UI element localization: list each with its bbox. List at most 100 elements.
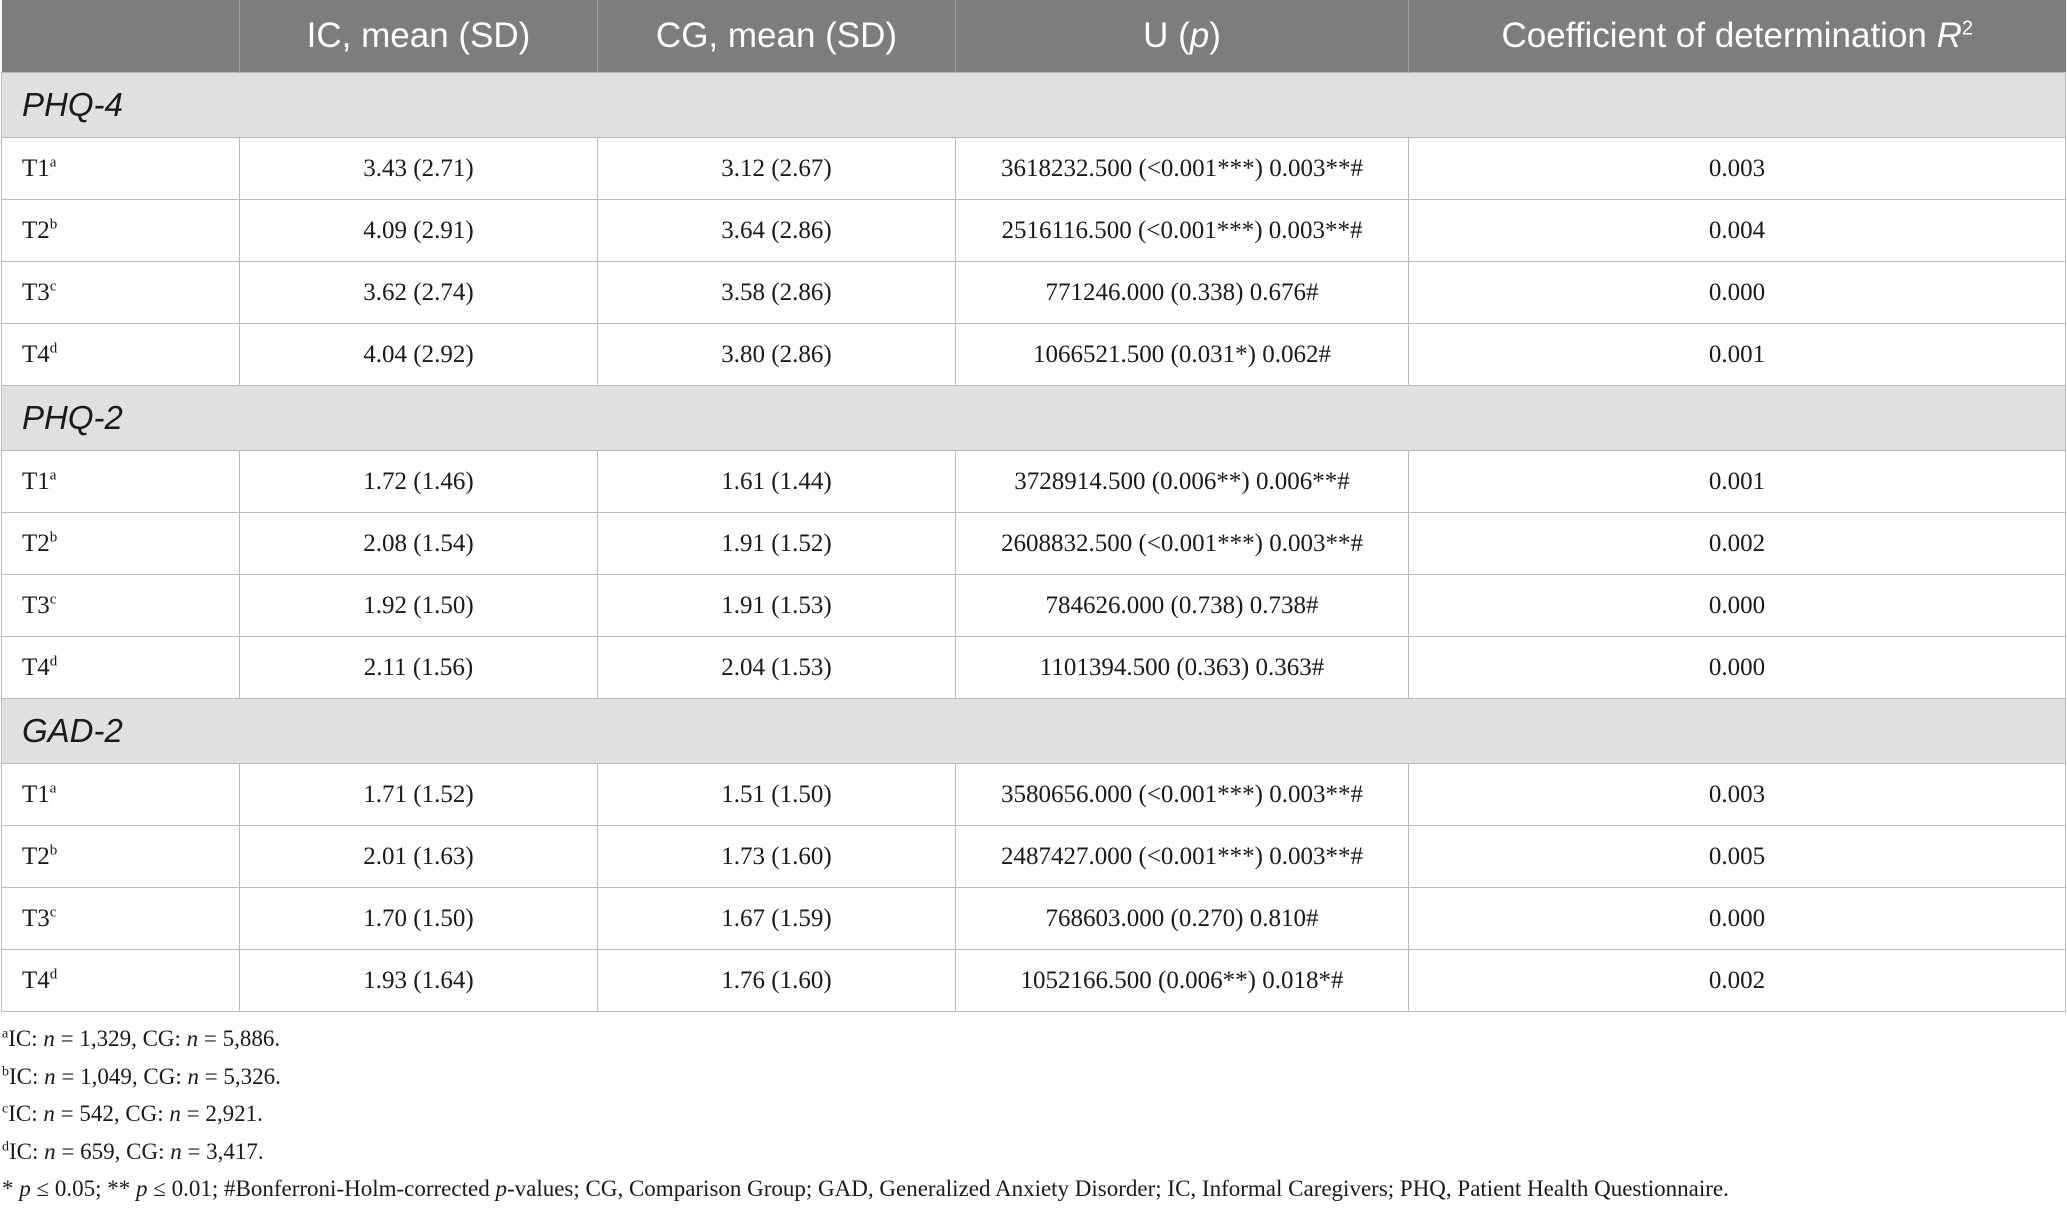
footnote-c-text2: = 542, CG: (54, 1101, 170, 1126)
r-squared-cell: 0.002 (1408, 949, 2066, 1012)
footnote-b: bIC: n = 1,049, CG: n = 5,326. (2, 1058, 2067, 1096)
time-point-cell: T1a (1, 763, 240, 826)
time-point-label: T4 (22, 340, 50, 368)
footnote-legend: * p ≤ 0.05; ** p ≤ 0.01; #Bonferroni-Hol… (2, 1170, 2067, 1208)
u-statistic-cell: 1066521.500 (0.031*) 0.062# (955, 323, 1409, 386)
footnote-marker: c (49, 904, 57, 921)
ic-mean-cell: 4.04 (2.92) (239, 323, 598, 386)
time-point-label: T3 (22, 904, 50, 932)
results-table: IC, mean (SD) CG, mean (SD) U (p) Coeffi… (1, 0, 2066, 1012)
footnote-marker: c (49, 278, 57, 295)
time-point-cell: T2b (1, 825, 240, 888)
table-row: T3c 1.70 (1.50) 1.67 (1.59) 768603.000 (0.2… (1, 887, 2066, 950)
table-row: T4d 4.04 (2.92) 3.80 (2.86) 1066521.500 (0.… (1, 323, 2066, 386)
header-blank (1, 0, 240, 73)
footnote-d: dIC: n = 659, CG: n = 3,417. (2, 1133, 2067, 1171)
r-squared-cell: 0.000 (1408, 574, 2066, 637)
u-statistic-cell: 3618232.500 (<0.001***) 0.003**# (955, 137, 1409, 200)
ic-mean-cell: 3.43 (2.71) (239, 137, 598, 200)
cg-mean-cell: 2.04 (1.53) (597, 636, 956, 699)
footnote-b-text1: IC: (9, 1063, 45, 1089)
table-row: T1a 1.72 (1.46) 1.61 (1.44) 3728914.500 (0.… (1, 450, 2066, 513)
header-cg-mean: CG, mean (SD) (597, 0, 956, 73)
header-u-p-italic: p (1189, 16, 1210, 55)
r-squared-cell: 0.000 (1408, 636, 2066, 699)
table-row: T2b 4.09 (2.91) 3.64 (2.86) 2516116.500 (<0… (1, 199, 2066, 262)
footnote-b-n1: n (44, 1063, 56, 1089)
table-row: T4d 1.93 (1.64) 1.76 (1.60) 1052166.500 (0.… (1, 949, 2066, 1012)
table-body: PHQ-4 T1a 3.43 (2.71) 3.12 (2.67) 3618232.50… (1, 72, 2066, 1012)
footnote-marker: b (49, 529, 58, 546)
footnote-a: aIC: n = 1,329, CG: n = 5,886. (2, 1020, 2067, 1058)
footnote-d-n2: n (170, 1138, 182, 1164)
u-statistic-cell: 1052166.500 (0.006**) 0.018*# (955, 949, 1409, 1012)
section-title: PHQ-2 (1, 385, 2066, 451)
footnote-d-marker: d (2, 1138, 9, 1154)
legend-text3: ≤ 0.01; #Bonferroni-Holm-corrected (147, 1176, 496, 1201)
time-point-cell: T4d (1, 323, 240, 386)
cg-mean-cell: 1.61 (1.44) (597, 450, 956, 513)
time-point-label: T2 (22, 216, 50, 244)
footnote-d-n1: n (44, 1138, 56, 1164)
header-r2-label: Coefficient of determination (1501, 16, 1937, 55)
table-row: T4d 2.11 (1.56) 2.04 (1.53) 1101394.500 (0.… (1, 636, 2066, 699)
time-point-cell: T3c (1, 887, 240, 950)
u-statistic-cell: 2608832.500 (<0.001***) 0.003**# (955, 512, 1409, 575)
r-squared-cell: 0.001 (1408, 323, 2066, 386)
ic-mean-cell: 1.71 (1.52) (239, 763, 598, 826)
cg-mean-cell: 3.12 (2.67) (597, 137, 956, 200)
footnote-d-text1: IC: (9, 1138, 45, 1164)
u-statistic-cell: 768603.000 (0.270) 0.810# (955, 887, 1409, 950)
legend-text1: * (2, 1176, 20, 1201)
time-point-label: T4 (22, 966, 50, 994)
cg-mean-cell: 1.73 (1.60) (597, 825, 956, 888)
footnote-marker: b (49, 216, 58, 233)
section-row: GAD-2 (1, 698, 2066, 764)
r-squared-cell: 0.002 (1408, 512, 2066, 575)
footnote-c: cIC: n = 542, CG: n = 2,921. (2, 1095, 2067, 1133)
table-row: T1a 1.71 (1.52) 1.51 (1.50) 3580656.000 (<0… (1, 763, 2066, 826)
cg-mean-cell: 1.76 (1.60) (597, 949, 956, 1012)
footnote-c-text1: IC: (8, 1101, 44, 1126)
header-ic-mean: IC, mean (SD) (239, 0, 598, 73)
cg-mean-cell: 1.67 (1.59) (597, 887, 956, 950)
time-point-cell: T3c (1, 261, 240, 324)
ic-mean-cell: 2.08 (1.54) (239, 512, 598, 575)
time-point-label: T1 (22, 780, 50, 808)
u-statistic-cell: 1101394.500 (0.363) 0.363# (955, 636, 1409, 699)
footnote-c-n2: n (169, 1101, 181, 1126)
cg-mean-cell: 3.58 (2.86) (597, 261, 956, 324)
footnote-b-marker: b (2, 1063, 9, 1079)
time-point-label: T2 (22, 842, 50, 870)
section-row: PHQ-4 (1, 72, 2066, 138)
footnote-marker: b (49, 842, 58, 859)
table-row: T1a 3.43 (2.71) 3.12 (2.67) 3618232.500 (<0… (1, 137, 2066, 200)
r-squared-cell: 0.000 (1408, 261, 2066, 324)
time-point-cell: T1a (1, 450, 240, 513)
table-row: T2b 2.08 (1.54) 1.91 (1.52) 2608832.500 (<0… (1, 512, 2066, 575)
header-r2-r: R (1936, 16, 1962, 55)
footnote-c-text3: = 2,921. (180, 1101, 263, 1126)
r-squared-cell: 0.000 (1408, 887, 2066, 950)
u-statistic-cell: 3580656.000 (<0.001***) 0.003**# (955, 763, 1409, 826)
ic-mean-cell: 1.93 (1.64) (239, 949, 598, 1012)
legend-p1: p (19, 1176, 31, 1201)
footnote-b-n2: n (187, 1063, 199, 1089)
footnote-a-n1: n (43, 1026, 55, 1051)
section-title: GAD-2 (1, 698, 2066, 764)
header-r2-sup: 2 (1961, 17, 1974, 40)
footnote-marker: d (49, 340, 58, 357)
footnote-marker: d (49, 653, 58, 670)
cg-mean-cell: 3.64 (2.86) (597, 199, 956, 262)
r-squared-cell: 0.003 (1408, 763, 2066, 826)
u-statistic-cell: 2516116.500 (<0.001***) 0.003**# (955, 199, 1409, 262)
header-r-squared: Coefficient of determination R2 (1408, 0, 2066, 73)
footnote-a-n2: n (186, 1026, 199, 1051)
cg-mean-cell: 3.80 (2.86) (597, 323, 956, 386)
u-statistic-cell: 771246.000 (0.338) 0.676# (955, 261, 1409, 324)
cg-mean-cell: 1.91 (1.52) (597, 512, 956, 575)
time-point-cell: T2b (1, 199, 240, 262)
u-statistic-cell: 3728914.500 (0.006**) 0.006**# (955, 450, 1409, 513)
footnote-marker: c (49, 591, 57, 608)
legend-p2: p (136, 1176, 148, 1201)
